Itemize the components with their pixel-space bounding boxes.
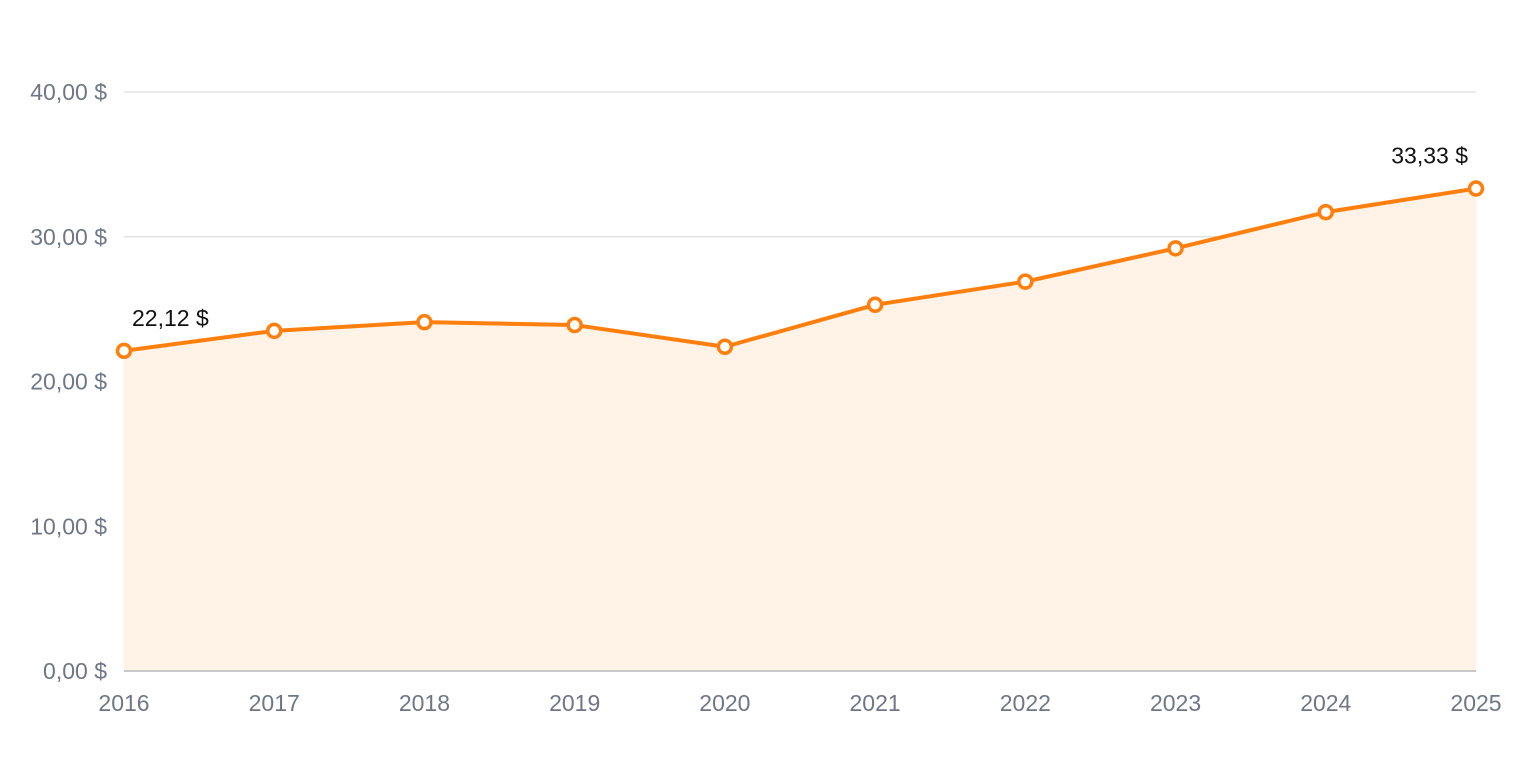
data-point (1317, 203, 1335, 221)
y-tick-label: 30,00 $ (30, 224, 107, 250)
y-tick-label: 20,00 $ (30, 369, 107, 395)
x-tick-label: 2024 (1300, 690, 1351, 716)
x-tick-label: 2016 (98, 690, 149, 716)
y-tick-label: 10,00 $ (30, 513, 107, 539)
data-label: 22,12 $ (132, 305, 209, 331)
data-point (265, 322, 283, 340)
data-point (1167, 240, 1184, 257)
data-point (866, 296, 884, 314)
data-point (1467, 180, 1485, 197)
y-tick-label: 40,00 $ (30, 79, 107, 105)
x-tick-label: 2018 (399, 690, 450, 716)
data-point (416, 313, 433, 331)
x-tick-label: 2017 (249, 690, 300, 716)
data-points (115, 180, 1485, 360)
data-point (115, 342, 133, 360)
x-axis-tick-labels: 2016 2017 2018 2019 2020 2021 2022 2023 2024 2025 (98, 690, 1501, 716)
x-tick-label: 2021 (850, 690, 901, 716)
x-tick-label: 2023 (1150, 690, 1201, 716)
x-tick-label: 2025 (1450, 690, 1501, 716)
y-axis-tick-labels: 0,00 $ 10,00 $ 20,00 $ 30,00 $ 40,00 $ (30, 79, 107, 684)
series-area-fill (124, 188, 1476, 671)
x-tick-label: 2020 (699, 690, 750, 716)
area-fill-layer (124, 188, 1476, 671)
series-line (122, 186, 1478, 353)
y-tick-label: 0,00 $ (43, 658, 107, 684)
data-point (716, 338, 734, 356)
series-line-layer (122, 186, 1478, 353)
x-tick-label: 2022 (1000, 690, 1051, 716)
data-labels: 22,12 $ 33,33 $ (132, 143, 1468, 331)
x-tick-label: 2019 (549, 690, 600, 716)
data-label: 33,33 $ (1391, 143, 1468, 169)
data-point (566, 316, 583, 334)
data-point (1017, 273, 1034, 290)
